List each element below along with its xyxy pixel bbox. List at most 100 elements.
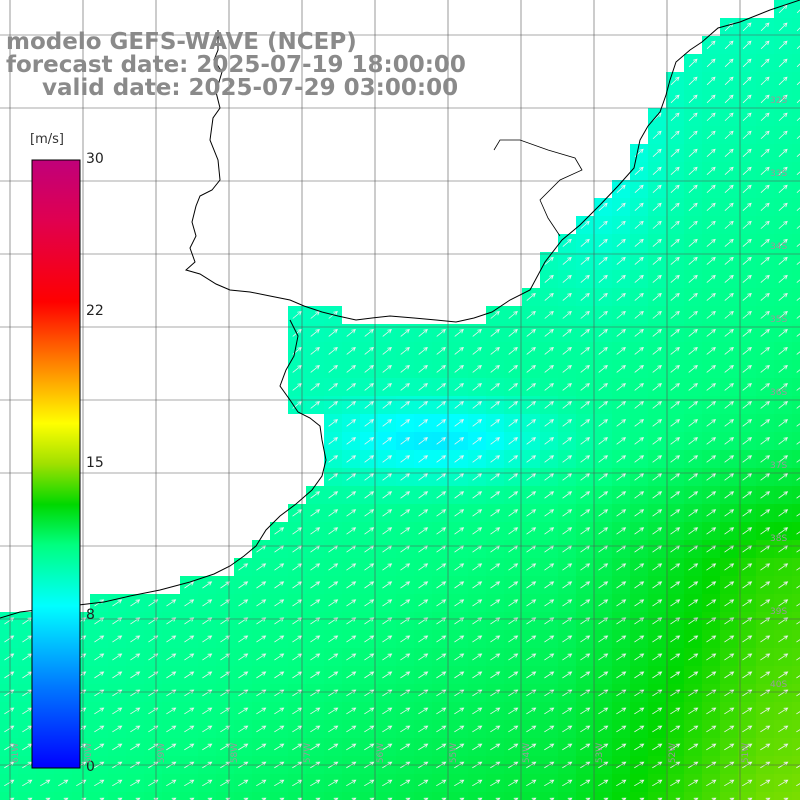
wind-arrow (742, 473, 753, 481)
wind-arrow (724, 491, 735, 499)
wind-arrow (688, 274, 698, 283)
wind-arrow (796, 81, 800, 86)
wind-arrow (346, 419, 357, 427)
wind-arrow (760, 689, 771, 697)
wind-arrow (742, 563, 753, 571)
wind-arrow (382, 473, 393, 481)
wind-arrow (544, 347, 554, 355)
wind-arrow (400, 725, 411, 733)
wind-arrow (454, 743, 465, 751)
wind-arrow (562, 707, 573, 715)
wind-arrow (670, 274, 680, 283)
wind-arrow (477, 797, 483, 800)
wind-arrow (562, 419, 573, 427)
wind-arrow (634, 671, 645, 679)
wind-arrow (346, 563, 357, 571)
wind-arrow (670, 166, 680, 175)
wind-arrow (724, 365, 734, 373)
wind-cell (720, 792, 738, 800)
wind-arrow (238, 779, 249, 787)
wind-arrow (472, 509, 483, 517)
wind-arrow (436, 653, 447, 661)
wind-arrow (706, 635, 717, 643)
wind-arrow (225, 797, 231, 800)
wind-arrow (382, 581, 393, 589)
wind-arrow (400, 365, 410, 373)
wind-arrow (436, 365, 446, 373)
wind-arrow (328, 743, 339, 751)
wind-arrow (562, 779, 573, 787)
wind-arrow (112, 743, 123, 751)
wind-arrow (328, 635, 339, 643)
wind-arrow (796, 153, 800, 158)
wind-arrow (670, 220, 680, 229)
latitude-label: 40S (770, 680, 788, 690)
wind-arrow (742, 725, 753, 733)
wind-arrow (634, 599, 645, 607)
valid-date: valid date: 2025-07-29 03:00:00 (42, 75, 459, 101)
wind-arrow (4, 653, 15, 661)
wind-arrow (634, 725, 645, 733)
wind-cell (792, 306, 800, 324)
wind-arrow (760, 437, 771, 445)
wind-arrow (562, 725, 573, 733)
wind-arrow (508, 779, 519, 787)
wind-arrow (706, 563, 717, 571)
wind-arrow (310, 563, 321, 571)
wind-arrow (742, 112, 752, 122)
wind-arrow (670, 238, 680, 247)
wind-arrow (310, 581, 321, 589)
wind-arrow (292, 707, 303, 715)
wind-arrow (778, 599, 789, 607)
wind-arrow (778, 653, 789, 661)
wind-arrow (130, 779, 141, 787)
wind-cell (90, 792, 108, 800)
wind-cell (36, 792, 54, 800)
wind-arrow (742, 689, 753, 697)
wind-arrow (670, 401, 680, 409)
wind-arrow (616, 220, 626, 229)
wind-arrow (778, 220, 788, 229)
wind-arrow (688, 58, 698, 68)
wind-arrow (688, 166, 698, 175)
wind-arrow (778, 401, 788, 409)
wind-arrow (778, 635, 789, 643)
wind-cell (792, 324, 800, 342)
wind-arrow (202, 707, 213, 715)
wind-arrow (706, 238, 716, 247)
wind-arrow (472, 599, 483, 607)
wind-cell (792, 216, 800, 234)
wind-cell (162, 792, 180, 800)
wind-arrow (418, 725, 429, 733)
wind-arrow (652, 202, 662, 211)
wind-arrow (688, 491, 699, 499)
wind-arrow (562, 653, 573, 661)
wind-arrow (202, 635, 213, 643)
wind-arrow (364, 779, 375, 787)
wind-arrow (364, 365, 374, 373)
wind-cell (792, 360, 800, 378)
wind-arrow (652, 310, 662, 319)
wind-arrow (796, 567, 800, 571)
wind-arrow (652, 653, 663, 661)
wind-arrow (670, 689, 681, 697)
wind-arrow (634, 689, 645, 697)
wind-arrow (202, 599, 213, 607)
wind-cell (738, 792, 756, 800)
wind-arrow (778, 509, 789, 517)
wind-arrow (652, 725, 663, 733)
wind-arrow (112, 671, 123, 679)
wind-arrow (490, 347, 500, 355)
wind-arrow (706, 256, 716, 265)
wind-arrow (598, 743, 609, 751)
wind-cell (630, 792, 648, 800)
wind-arrow (778, 671, 789, 679)
wind-cell (792, 144, 800, 162)
wind-cell (180, 792, 198, 800)
wind-arrow (490, 509, 501, 517)
wind-arrow (562, 401, 572, 409)
wind-arrow (616, 401, 626, 409)
wind-arrow (670, 671, 681, 679)
wind-arrow (652, 292, 662, 301)
